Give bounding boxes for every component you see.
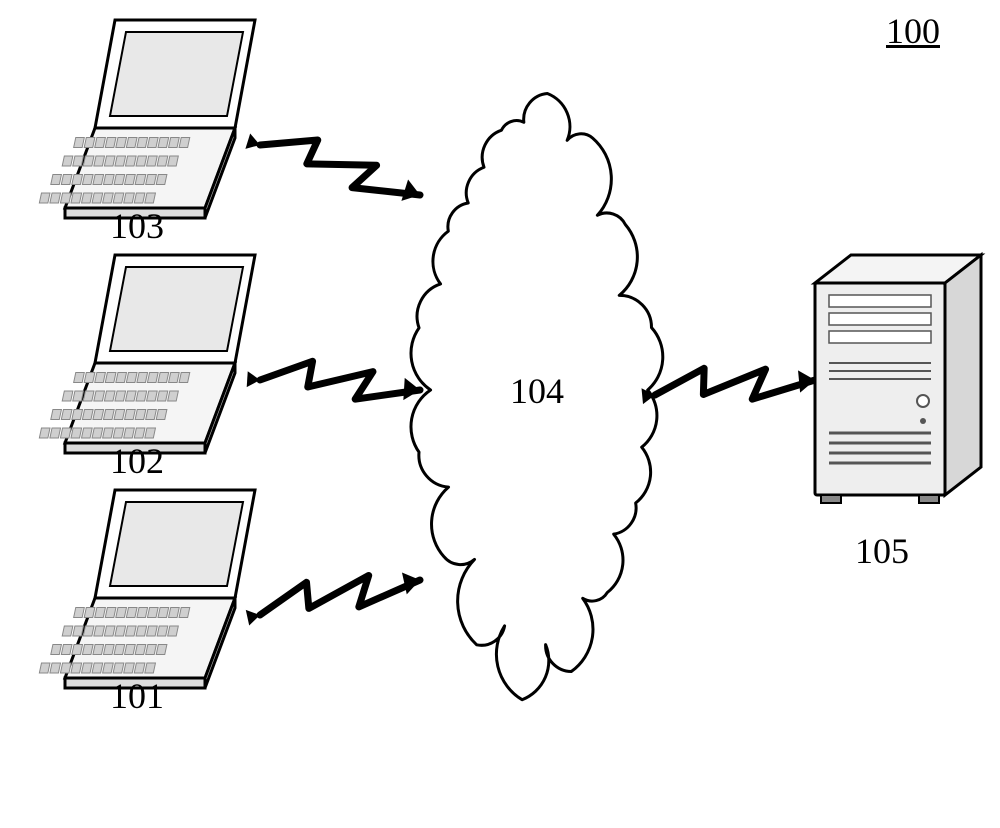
wireless-bolt xyxy=(246,559,423,628)
wireless-bolt xyxy=(642,358,817,408)
diagram-stage: 100 103 102 101 104 105 xyxy=(0,0,1000,823)
laptop-103-label: 103 xyxy=(110,205,164,247)
laptop-102-label: 102 xyxy=(110,440,164,482)
server-105-label: 105 xyxy=(855,530,909,572)
laptop-101 xyxy=(39,490,255,688)
laptop-101-label: 101 xyxy=(110,675,164,717)
figure-number: 100 xyxy=(886,10,940,52)
server-105 xyxy=(815,255,981,503)
laptop-102 xyxy=(39,255,255,453)
laptop-103 xyxy=(39,20,255,218)
wireless-bolt xyxy=(245,124,426,208)
wireless-bolt xyxy=(247,358,422,403)
cloud-104-label: 104 xyxy=(510,370,564,412)
